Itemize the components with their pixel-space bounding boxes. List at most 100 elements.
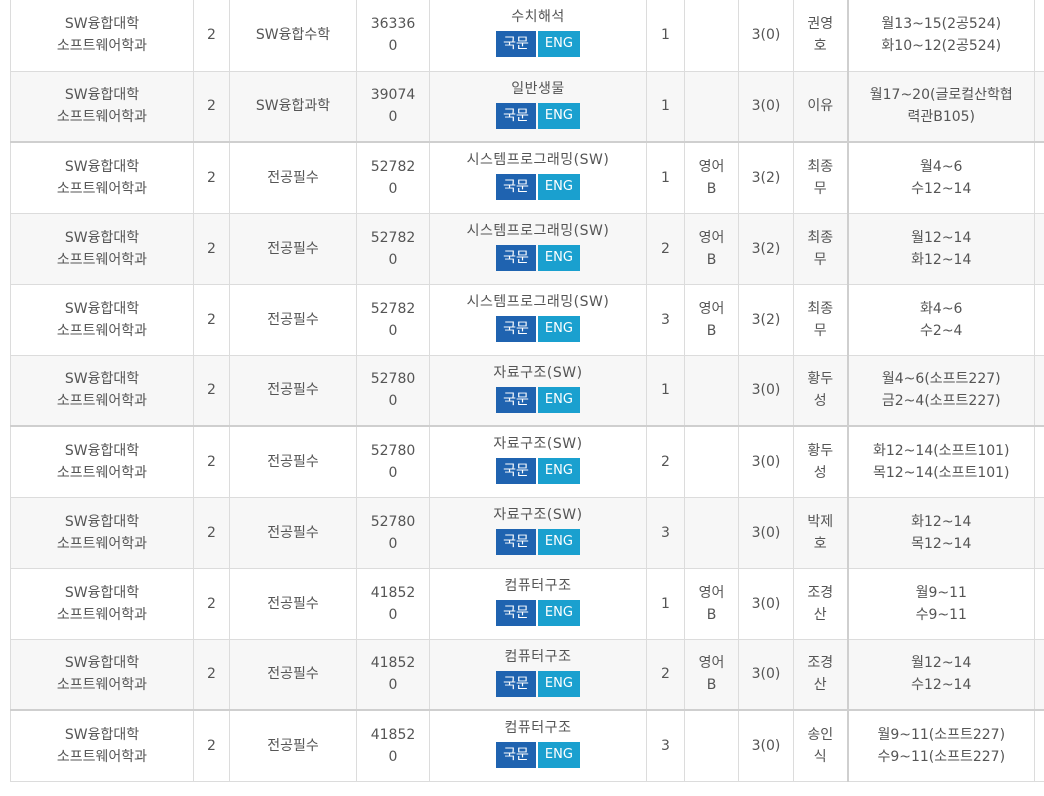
college-cell: SW융합대학 소프트웨어학과 [10, 709, 194, 782]
category-value: 전공필수 [267, 169, 319, 186]
schedule-cell: 월9~11(소프트227) 수9~11(소프트227) [847, 709, 1035, 782]
korean-syllabus-button[interactable]: 국문 [496, 31, 536, 57]
language-value: 영어 [698, 158, 725, 175]
english-syllabus-button[interactable]: ENG [537, 599, 580, 626]
korean-syllabus-button[interactable]: 국문 [496, 599, 536, 626]
course-name: 컴퓨터구조 [504, 720, 572, 736]
department-name: 소프트웨어학과 [56, 109, 148, 126]
department-name: 소프트웨어학과 [56, 464, 148, 481]
schedule-cell: 월4~6 수12~14 [847, 141, 1035, 214]
year-cell: 2 [193, 284, 230, 356]
credit-cell: 3(2) [738, 141, 794, 214]
credit-value: 3(0) [751, 382, 781, 399]
korean-syllabus-button[interactable]: 국문 [496, 102, 536, 129]
english-syllabus-button[interactable]: ENG [537, 528, 580, 555]
college-cell: SW융합대학 소프트웨어학과 [10, 568, 194, 640]
course-code-cell: 39074 0 [356, 71, 430, 143]
credit-cell: 3(0) [738, 709, 794, 782]
course-code-suffix: 0 [388, 38, 398, 55]
category-cell: 전공필수 [229, 425, 357, 498]
course-code-cell: 52780 0 [356, 355, 430, 427]
english-syllabus-button[interactable]: ENG [537, 670, 580, 697]
course-code: 41852 [370, 655, 416, 672]
category-cell: SW융합수학 [229, 0, 357, 72]
professor-name-part2: 무 [813, 180, 827, 197]
professor-name-part2: 산 [813, 606, 827, 623]
year-cell: 2 [193, 213, 230, 285]
credit-cell: 3(0) [738, 0, 794, 72]
professor-name-part1: 최종 [807, 300, 834, 317]
language-grade: B [706, 677, 717, 694]
professor-cell: 이유 [793, 71, 849, 143]
course-code-cell: 41852 0 [356, 639, 430, 711]
credit-value: 3(0) [751, 98, 781, 115]
language-cell: 영어 B [684, 213, 739, 285]
section-cell: 2 [646, 213, 685, 285]
professor-name-part2: 산 [813, 677, 827, 694]
college-cell: SW융합대학 소프트웨어학과 [10, 284, 194, 356]
section-value: 1 [661, 595, 670, 612]
category-value: 전공필수 [267, 595, 319, 612]
professor-cell: 최종 무 [793, 213, 849, 285]
section-value: 3 [661, 311, 670, 328]
english-syllabus-button[interactable]: ENG [537, 174, 580, 200]
schedule-line-1: 화12~14 [911, 513, 972, 530]
year-value: 2 [207, 169, 216, 186]
category-cell: 전공필수 [229, 497, 357, 569]
credit-cell: 3(0) [738, 639, 794, 711]
category-value: SW융합과학 [255, 98, 331, 115]
schedule-cell: 월17~20(글로컬산학협 력관B105) [847, 71, 1035, 143]
department-name: 소프트웨어학과 [56, 251, 148, 268]
korean-syllabus-button[interactable]: 국문 [496, 528, 536, 555]
course-name: 컴퓨터구조 [504, 648, 572, 665]
section-cell: 1 [646, 71, 685, 143]
schedule-line-2: 수9~11 [915, 606, 967, 623]
korean-syllabus-button[interactable]: 국문 [496, 742, 536, 768]
professor-name-part1: 최종 [807, 229, 834, 246]
section-value: 3 [661, 737, 670, 754]
course-row: SW융합대학 소프트웨어학과 2 전공필수 41852 0 컴퓨터구조 국문 ENG 2 영어 B 3(… [10, 639, 1044, 711]
extra-cell [1034, 141, 1044, 214]
department-name: 소프트웨어학과 [56, 322, 148, 339]
english-syllabus-button[interactable]: ENG [537, 315, 580, 342]
course-code: 39074 [370, 87, 416, 104]
korean-syllabus-button[interactable]: 국문 [496, 315, 536, 342]
professor-name-part2: 호 [813, 38, 827, 55]
course-table-body: SW융합대학 소프트웨어학과 2 SW융합수학 36336 0 수치해석 국문 ENG 1 3(0)… [10, 0, 1044, 782]
category-cell: 전공필수 [229, 355, 357, 427]
course-name: 자료구조(SW) [493, 506, 583, 523]
korean-syllabus-button[interactable]: 국문 [496, 386, 536, 413]
course-code-cell: 52780 0 [356, 425, 430, 498]
credit-value: 3(0) [751, 27, 781, 44]
english-syllabus-button[interactable]: ENG [537, 742, 580, 768]
english-syllabus-button[interactable]: ENG [537, 102, 580, 129]
category-cell: 전공필수 [229, 709, 357, 782]
english-syllabus-button[interactable]: ENG [537, 244, 580, 271]
department-name: 소프트웨어학과 [56, 606, 148, 623]
language-cell: 영어 B [684, 639, 739, 711]
language-cell [684, 709, 739, 782]
course-name: 일반생물 [511, 80, 565, 97]
course-name-cell: 시스템프로그래밍(SW) 국문 ENG [429, 213, 647, 285]
english-syllabus-button[interactable]: ENG [537, 31, 580, 57]
category-cell: 전공필수 [229, 141, 357, 214]
professor-name-part1: 이유 [807, 98, 834, 115]
korean-syllabus-button[interactable]: 국문 [496, 244, 536, 271]
korean-syllabus-button[interactable]: 국문 [496, 174, 536, 200]
course-code: 52782 [370, 229, 416, 246]
year-cell: 2 [193, 639, 230, 711]
english-syllabus-button[interactable]: ENG [537, 386, 580, 413]
schedule-line-1: 화12~14(소프트101) [872, 442, 1010, 459]
professor-cell: 최종 무 [793, 284, 849, 356]
english-syllabus-button[interactable]: ENG [537, 458, 580, 484]
section-cell: 3 [646, 284, 685, 356]
year-cell: 2 [193, 355, 230, 427]
course-row: SW융합대학 소프트웨어학과 2 전공필수 41852 0 컴퓨터구조 국문 ENG 1 영어 B 3(… [10, 568, 1044, 640]
language-cell: 영어 B [684, 141, 739, 214]
professor-name-part2: 호 [813, 535, 827, 552]
korean-syllabus-button[interactable]: 국문 [496, 670, 536, 697]
section-value: 1 [661, 169, 670, 186]
year-value: 2 [207, 98, 216, 115]
korean-syllabus-button[interactable]: 국문 [496, 458, 536, 484]
course-row: SW융합대학 소프트웨어학과 2 전공필수 52780 0 자료구조(SW) 국문 ENG 1 3(… [10, 355, 1044, 427]
